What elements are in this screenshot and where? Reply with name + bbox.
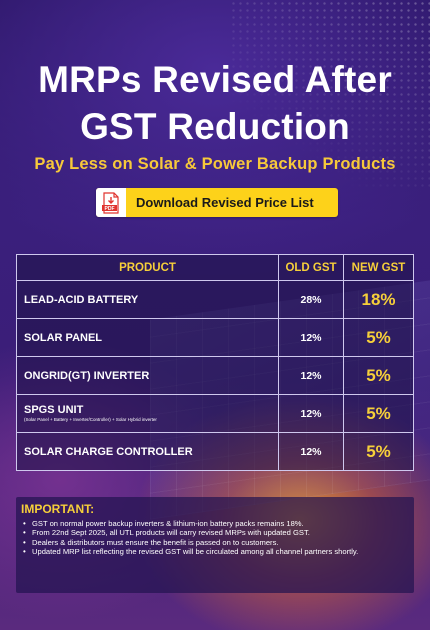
product-name: ONGRID(GT) INVERTER: [16, 356, 279, 395]
header-product: PRODUCT: [16, 254, 279, 281]
old-gst-value: 28%: [278, 280, 344, 319]
new-gst-value: 5%: [343, 432, 414, 471]
download-button-label: Download Revised Price List: [136, 195, 314, 210]
gst-comparison-table: PRODUCT OLD GST NEW GST LEAD-ACID BATTER…: [16, 254, 414, 471]
old-gst-value: 12%: [278, 432, 344, 471]
new-gst-value: 5%: [343, 318, 414, 357]
list-item: From 22nd Sept 2025, all UTL products wi…: [22, 528, 408, 538]
table-header-row: PRODUCT OLD GST NEW GST: [16, 254, 414, 281]
table-row: SOLAR PANEL 12% 5%: [16, 318, 414, 357]
header-old-gst: OLD GST: [278, 254, 344, 281]
important-notice-box: IMPORTANT: GST on normal power backup in…: [16, 497, 414, 593]
subtitle: Pay Less on Solar & Power Backup Product…: [34, 155, 396, 173]
list-item: GST on normal power backup inverters & l…: [22, 519, 408, 529]
product-note: (Solar Panel + Battery + Inverter/Contro…: [24, 417, 157, 423]
list-item: Dealers & distributors must ensure the b…: [22, 538, 408, 548]
table-row: SPGS UNIT (Solar Panel + Battery + Inver…: [16, 394, 414, 433]
old-gst-value: 12%: [278, 356, 344, 395]
page-title: MRPs Revised After GST Reduction: [0, 56, 430, 150]
table-row: ONGRID(GT) INVERTER 12% 5%: [16, 356, 414, 395]
table-row: LEAD-ACID BATTERY 28% 18%: [16, 280, 414, 319]
pdf-icon-label: PDF: [105, 206, 115, 212]
important-list: GST on normal power backup inverters & l…: [22, 519, 408, 557]
dot-pattern-decoration: [230, 0, 430, 190]
table-row: SOLAR CHARGE CONTROLLER 12% 5%: [16, 432, 414, 471]
title-line-2: GST Reduction: [80, 106, 350, 147]
old-gst-value: 12%: [278, 394, 344, 433]
list-item: Updated MRP list reflecting the revised …: [22, 547, 408, 557]
title-line-1: MRPs Revised After: [38, 59, 392, 100]
product-name: SPGS UNIT: [24, 404, 84, 417]
product-name: SOLAR PANEL: [16, 318, 279, 357]
product-name: LEAD-ACID BATTERY: [16, 280, 279, 319]
old-gst-value: 12%: [278, 318, 344, 357]
header-new-gst: NEW GST: [343, 254, 414, 281]
important-heading: IMPORTANT:: [21, 502, 95, 516]
download-price-list-button[interactable]: PDF Download Revised Price List: [96, 188, 338, 217]
new-gst-value: 5%: [343, 394, 414, 433]
new-gst-value: 5%: [343, 356, 414, 395]
pdf-file-icon: PDF: [96, 188, 126, 217]
product-cell: SPGS UNIT (Solar Panel + Battery + Inver…: [16, 394, 279, 433]
product-name: SOLAR CHARGE CONTROLLER: [16, 432, 279, 471]
new-gst-value: 18%: [343, 280, 414, 319]
